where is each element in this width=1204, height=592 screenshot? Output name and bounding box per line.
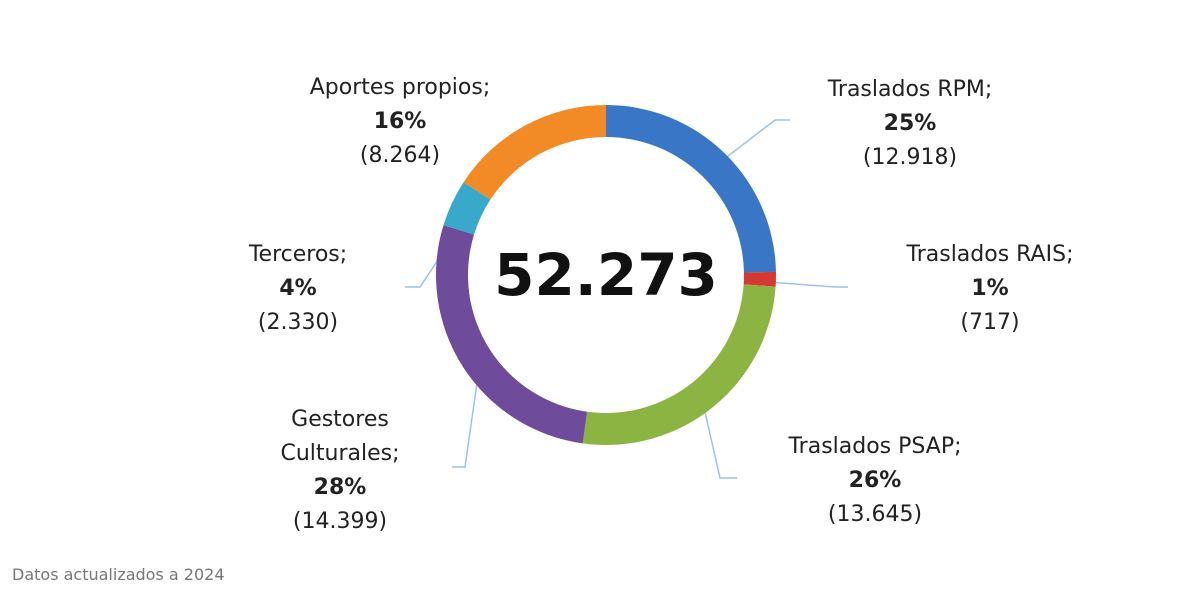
data-label: Traslados RPM; 25% (12.918) bbox=[780, 73, 1040, 175]
percent-label: 1% bbox=[971, 276, 1009, 301]
leader-line bbox=[709, 119, 790, 171]
donut-segment bbox=[743, 271, 776, 287]
value-label: (13.645) bbox=[827, 502, 923, 527]
donut-segment bbox=[463, 105, 606, 200]
percent-label: 25% bbox=[883, 111, 937, 136]
percent-label: 4% bbox=[279, 276, 317, 301]
leader-line bbox=[767, 281, 848, 288]
footnote: Datos actualizados a 2024 bbox=[12, 565, 225, 584]
value-label: (2.330) bbox=[257, 310, 339, 335]
category-label: Traslados PSAP; bbox=[788, 434, 962, 459]
category-label: Gestores Culturales; bbox=[280, 407, 400, 466]
category-label: Traslados RPM; bbox=[827, 77, 993, 102]
percent-label: 16% bbox=[373, 109, 427, 134]
category-label: Terceros; bbox=[248, 242, 348, 267]
leader-line bbox=[452, 354, 482, 468]
center-total: 52.273 bbox=[494, 241, 718, 309]
value-label: (8.264) bbox=[359, 143, 441, 168]
donut-segment bbox=[606, 105, 776, 273]
data-label: Terceros; 4% (2.330) bbox=[198, 238, 398, 340]
value-label: (12.918) bbox=[862, 145, 958, 170]
data-label: Traslados RAIS; 1% (717) bbox=[860, 238, 1120, 340]
percent-label: 26% bbox=[848, 468, 902, 493]
donut-segment bbox=[582, 284, 776, 445]
data-label: Traslados PSAP; 26% (13.645) bbox=[745, 430, 1005, 532]
donut-segment bbox=[443, 182, 491, 235]
category-label: Aportes propios; bbox=[309, 75, 491, 100]
percent-label: 28% bbox=[313, 475, 367, 500]
category-label: Traslados RAIS; bbox=[906, 242, 1074, 267]
value-label: (14.399) bbox=[292, 509, 388, 534]
donut-segment bbox=[436, 225, 588, 444]
data-label: Aportes propios; 16% (8.264) bbox=[270, 71, 530, 173]
data-label: Gestores Culturales; 28% (14.399) bbox=[255, 403, 425, 539]
leader-line bbox=[699, 389, 737, 479]
value-label: (717) bbox=[960, 310, 1020, 335]
